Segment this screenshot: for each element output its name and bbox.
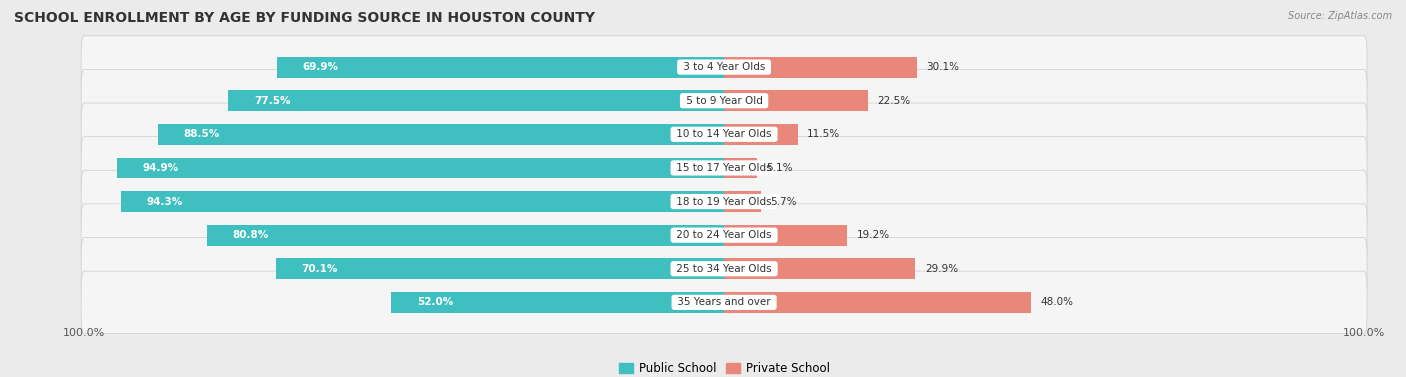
Text: 18 to 19 Year Olds: 18 to 19 Year Olds <box>673 196 775 207</box>
Text: 29.9%: 29.9% <box>925 264 957 274</box>
Bar <box>724 124 797 145</box>
Bar <box>121 191 724 212</box>
Text: SCHOOL ENROLLMENT BY AGE BY FUNDING SOURCE IN HOUSTON COUNTY: SCHOOL ENROLLMENT BY AGE BY FUNDING SOUR… <box>14 11 595 25</box>
Bar <box>724 158 756 178</box>
Bar <box>157 124 724 145</box>
Text: 69.9%: 69.9% <box>302 62 339 72</box>
Bar <box>207 225 724 245</box>
Text: 48.0%: 48.0% <box>1040 297 1074 307</box>
Bar <box>391 292 724 313</box>
Text: 52.0%: 52.0% <box>418 297 453 307</box>
Legend: Public School, Private School: Public School, Private School <box>614 357 834 377</box>
Bar <box>724 57 917 78</box>
Text: 70.1%: 70.1% <box>301 264 337 274</box>
Text: 5.7%: 5.7% <box>770 196 797 207</box>
Text: 19.2%: 19.2% <box>856 230 890 240</box>
Text: 15 to 17 Year Olds: 15 to 17 Year Olds <box>673 163 775 173</box>
Bar <box>724 258 915 279</box>
FancyBboxPatch shape <box>82 204 1367 267</box>
FancyBboxPatch shape <box>82 170 1367 233</box>
Bar <box>228 90 724 111</box>
Text: 77.5%: 77.5% <box>254 96 291 106</box>
Text: 22.5%: 22.5% <box>877 96 911 106</box>
Bar <box>724 225 846 245</box>
Bar <box>276 258 724 279</box>
FancyBboxPatch shape <box>82 137 1367 199</box>
Bar <box>724 90 868 111</box>
Text: 10 to 14 Year Olds: 10 to 14 Year Olds <box>673 129 775 139</box>
Text: 5.1%: 5.1% <box>766 163 793 173</box>
FancyBboxPatch shape <box>82 238 1367 300</box>
FancyBboxPatch shape <box>82 271 1367 334</box>
Text: 94.9%: 94.9% <box>142 163 179 173</box>
Bar <box>724 191 761 212</box>
Text: 94.3%: 94.3% <box>146 196 183 207</box>
FancyBboxPatch shape <box>82 36 1367 98</box>
Bar <box>277 57 724 78</box>
Bar <box>724 292 1031 313</box>
Text: 30.1%: 30.1% <box>927 62 959 72</box>
Text: 88.5%: 88.5% <box>184 129 219 139</box>
Text: 35 Years and over: 35 Years and over <box>673 297 775 307</box>
FancyBboxPatch shape <box>82 69 1367 132</box>
Text: Source: ZipAtlas.com: Source: ZipAtlas.com <box>1288 11 1392 21</box>
Text: 5 to 9 Year Old: 5 to 9 Year Old <box>682 96 766 106</box>
Text: 20 to 24 Year Olds: 20 to 24 Year Olds <box>673 230 775 240</box>
Text: 11.5%: 11.5% <box>807 129 841 139</box>
Bar <box>117 158 724 178</box>
Text: 80.8%: 80.8% <box>233 230 269 240</box>
FancyBboxPatch shape <box>82 103 1367 166</box>
Text: 25 to 34 Year Olds: 25 to 34 Year Olds <box>673 264 775 274</box>
Text: 3 to 4 Year Olds: 3 to 4 Year Olds <box>679 62 769 72</box>
